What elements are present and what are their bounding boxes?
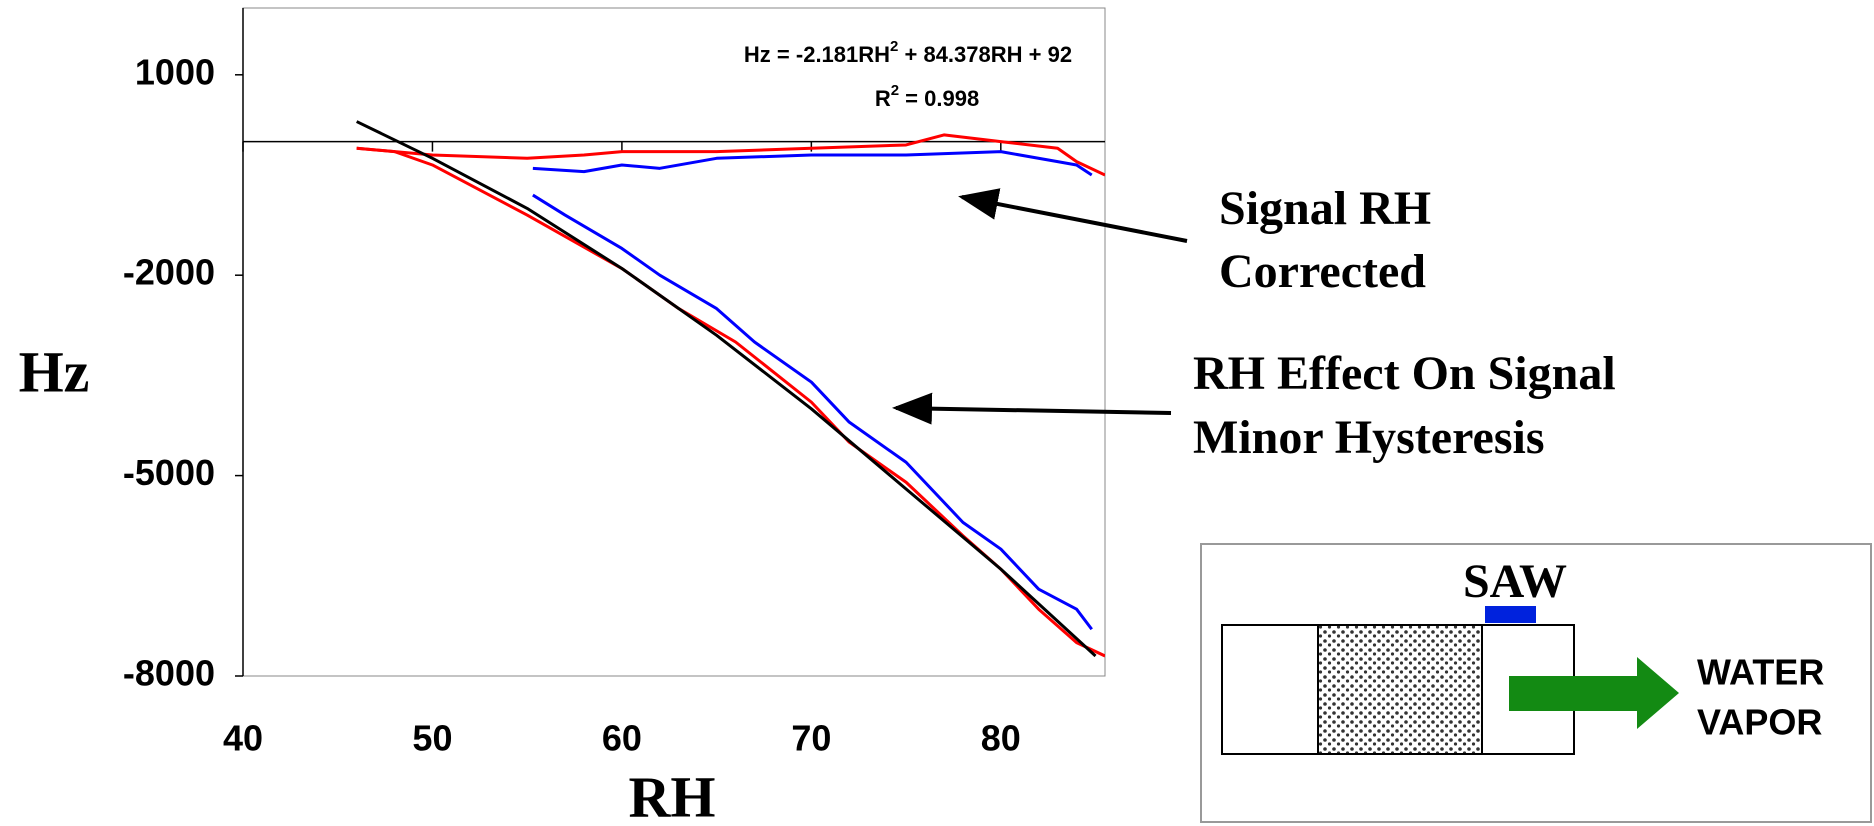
plot-area	[356, 120, 1105, 658]
data-line	[532, 193, 1093, 631]
data-line	[356, 133, 1105, 177]
x-tick-label: 60	[602, 718, 642, 759]
annotation: Signal RH	[1219, 182, 1431, 235]
equation: Hz = -2.181RH2 + 84.378RH + 92	[744, 38, 1072, 66]
y-tick-label: -8000	[123, 653, 215, 694]
flow-arrow	[1509, 657, 1679, 729]
x-tick-label: 70	[791, 718, 831, 759]
y-tick-label: -2000	[123, 252, 215, 293]
annotation-arrow	[958, 188, 1188, 243]
annotation-arrow	[892, 392, 1172, 425]
equation-part: + 84.378RH + 92	[898, 42, 1072, 67]
equation-group: Hz = -2.181RH2 + 84.378RH + 92	[744, 38, 1072, 66]
r-squared: R2 = 0.998	[875, 82, 979, 110]
r-squared-part: R	[875, 86, 891, 111]
annotation: RH Effect On Signal	[1193, 347, 1616, 400]
equation-part: 2	[890, 38, 898, 55]
annotation: Corrected	[1219, 245, 1426, 298]
y-tick-label: 1000	[135, 51, 215, 92]
diagram: SAW WATER VAPOR	[1200, 543, 1872, 823]
flow-label: WATER	[1697, 652, 1824, 693]
annotation: Minor Hysteresis	[1193, 411, 1545, 464]
flow-label: VAPOR	[1697, 702, 1822, 743]
r-squared-part: 2	[891, 82, 899, 99]
data-line	[356, 146, 1105, 658]
saw-label: SAW	[1463, 555, 1567, 608]
x-tick-label: 50	[412, 718, 452, 759]
saw-sensor	[1485, 606, 1536, 623]
x-tick-label: 40	[223, 718, 263, 759]
data-line	[356, 120, 1097, 658]
y-tick-label: -5000	[123, 452, 215, 493]
x-axis-label: RH	[629, 764, 716, 826]
equation-part: Hz = -2.181RH	[744, 42, 890, 67]
y-axis-label: Hz	[19, 339, 90, 404]
r-squared-part: = 0.998	[899, 86, 979, 111]
x-tick-label: 80	[981, 718, 1021, 759]
porous-filter	[1317, 624, 1483, 755]
data-line	[532, 150, 1093, 177]
